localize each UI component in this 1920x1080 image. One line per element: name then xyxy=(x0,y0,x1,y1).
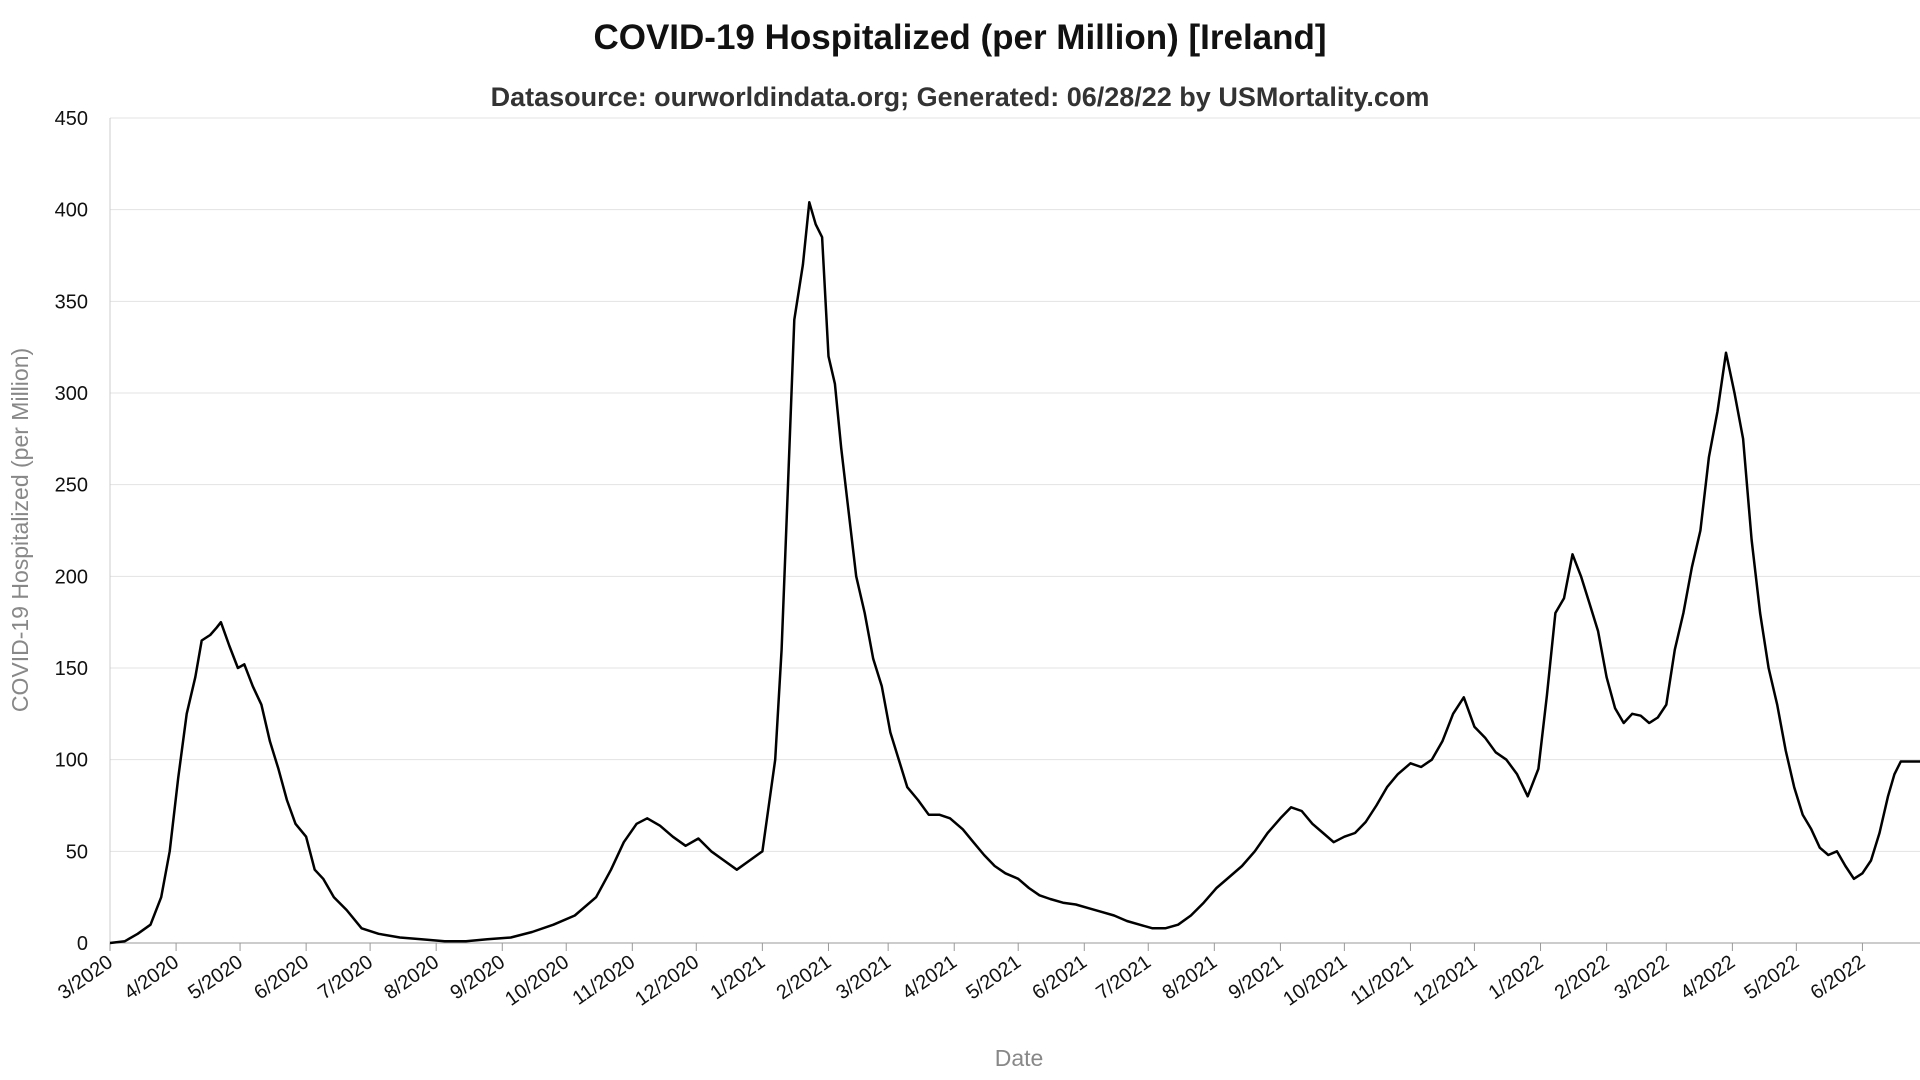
y-tick-label: 0 xyxy=(77,933,88,955)
x-tick-label: 4/2021 xyxy=(898,951,961,1004)
x-tick-label: 10/2020 xyxy=(501,951,573,1010)
gridlines xyxy=(110,117,1920,852)
hospitalized-series-line xyxy=(109,201,1920,945)
x-tick-label: 12/2021 xyxy=(1409,951,1481,1010)
chart-title: COVID-19 Hospitalized (per Million) [Ire… xyxy=(593,18,1327,57)
chart-subtitle: Datasource: ourworldindata.org; Generate… xyxy=(490,82,1430,112)
y-tick-label: 100 xyxy=(55,750,88,772)
x-tick-label: 9/2021 xyxy=(1225,951,1288,1004)
x-tick-label: 7/2020 xyxy=(314,951,377,1004)
y-tick-label: 150 xyxy=(55,658,88,680)
x-tick-label: 5/2021 xyxy=(962,951,1025,1004)
x-tick-label: 7/2021 xyxy=(1092,951,1155,1004)
x-tick-label: 4/2022 xyxy=(1677,951,1740,1004)
x-tick-label: 6/2022 xyxy=(1807,951,1870,1004)
x-tick-label: 5/2020 xyxy=(184,951,247,1004)
x-axis-ticks: 3/2020 4/2020 5/2020 6/2020 7/2020 8/2020 9/20… xyxy=(54,943,1869,1011)
x-tick-label: 5/2022 xyxy=(1740,951,1803,1004)
y-tick-label: 200 xyxy=(55,566,88,588)
x-tick-label: 3/2022 xyxy=(1610,951,1673,1004)
x-tick-label: 1/2021 xyxy=(707,951,770,1004)
y-tick-label: 250 xyxy=(55,475,88,497)
y-tick-label: 300 xyxy=(55,383,88,405)
x-tick-label: 2/2021 xyxy=(773,951,836,1004)
x-tick-label: 2/2022 xyxy=(1551,951,1614,1004)
y-axis-ticks: 0 50 100 150 200 250 300 350 400 450 xyxy=(55,108,88,955)
y-axis-label: COVID-19 Hospitalized (per Million) xyxy=(7,348,33,712)
x-tick-label: 9/2020 xyxy=(446,951,509,1004)
x-tick-label: 8/2021 xyxy=(1158,951,1221,1004)
y-tick-label: 50 xyxy=(66,841,88,863)
x-tick-label: 12/2020 xyxy=(631,951,703,1010)
x-tick-label: 4/2020 xyxy=(120,951,183,1004)
x-axis-label: Date xyxy=(995,1045,1044,1071)
x-tick-label: 8/2020 xyxy=(380,951,443,1004)
y-tick-label: 450 xyxy=(55,108,88,130)
x-tick-label: 3/2020 xyxy=(54,951,117,1004)
y-tick-label: 400 xyxy=(55,200,88,222)
x-tick-label: 6/2020 xyxy=(250,951,313,1004)
y-tick-label: 350 xyxy=(55,291,88,313)
x-tick-label: 11/2021 xyxy=(1347,951,1418,1010)
x-tick-label: 10/2021 xyxy=(1279,951,1351,1010)
x-tick-label: 1/2022 xyxy=(1485,951,1548,1004)
x-tick-label: 6/2021 xyxy=(1028,951,1091,1004)
x-tick-label: 3/2021 xyxy=(832,951,895,1004)
x-tick-label: 11/2020 xyxy=(569,951,640,1010)
